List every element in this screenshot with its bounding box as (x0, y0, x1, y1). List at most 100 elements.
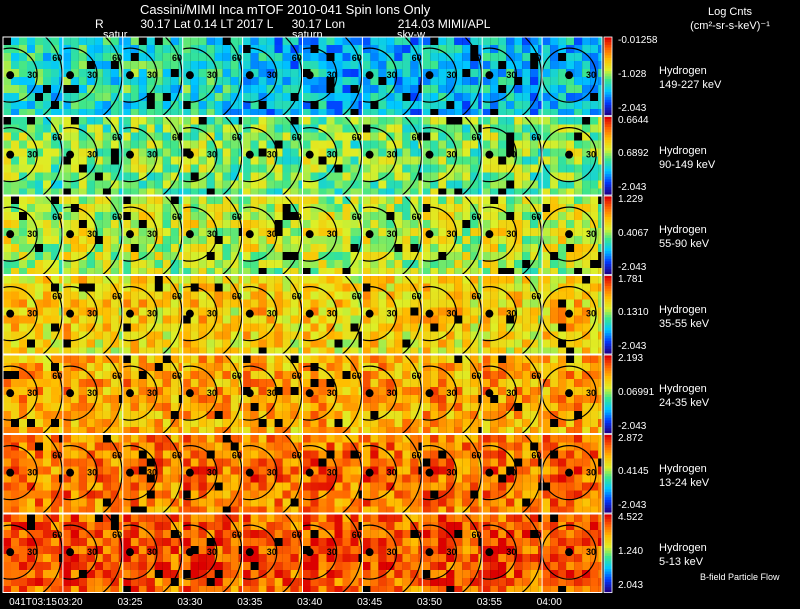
colorbar-3 (603, 195, 613, 276)
contour-30 (122, 524, 158, 580)
contour-label-60: 60 (471, 133, 481, 143)
contour-30 (302, 445, 338, 501)
saturn-marker (66, 150, 75, 159)
contour-label-60: 60 (471, 371, 481, 381)
contour-label-30: 30 (506, 547, 516, 557)
contour-60 (281, 355, 303, 434)
tile-p6-t3: 30 60 (122, 434, 183, 513)
colorbar-min: -2.043 (618, 500, 647, 511)
contour-30 (422, 47, 458, 103)
tile-p4-t4: 30 60 (182, 275, 243, 354)
contour-30 (182, 445, 218, 501)
contour-label-30: 30 (327, 388, 337, 398)
colorbar-min: -2.043 (618, 261, 647, 273)
contour-label-30: 30 (586, 309, 596, 319)
contour-30 (482, 47, 517, 103)
saturn-marker (66, 389, 75, 398)
contour-60 (221, 37, 243, 116)
x-tick-label: 03:50 (416, 597, 442, 608)
saturn-marker (485, 389, 494, 398)
tile-p4-t7: 30 60 (362, 275, 423, 354)
contour-30 (482, 127, 517, 183)
contour-60 (521, 196, 542, 275)
contour-label-30: 30 (207, 70, 217, 80)
contour-label-60: 60 (611, 530, 621, 540)
contour-label-60: 60 (292, 212, 302, 222)
saturn-marker (125, 71, 134, 80)
contour-30 (62, 286, 98, 342)
panel-7: 30 60 30 60 30 60 30 60 30 60 30 60 30 60 30 60 30 60 30 60 (2, 513, 621, 593)
contour-60 (161, 275, 183, 354)
contour-30 (302, 206, 338, 262)
contour-60 (42, 275, 63, 354)
contour-label-30: 30 (87, 309, 97, 319)
contour-60 (42, 116, 63, 195)
tile-p6-t6: 30 60 (302, 434, 363, 513)
saturn-marker (305, 389, 314, 398)
colorbar-mid: 0.4145 (618, 466, 649, 478)
contour-label-30: 30 (327, 309, 337, 319)
colorbar-max: -0.01258 (618, 35, 658, 46)
contour-label-30: 30 (207, 468, 217, 478)
contour-label-60: 60 (412, 212, 422, 222)
saturn-marker (565, 230, 574, 239)
contour-label-60: 60 (292, 133, 302, 143)
panel-energy: 5-13 keV (659, 556, 704, 568)
saturn-marker (185, 71, 194, 80)
contour-label-60: 60 (471, 212, 481, 222)
saturn-marker (485, 230, 494, 239)
colorbar-mid: 0.6892 (618, 148, 649, 160)
saturn-marker (425, 230, 434, 239)
x-tick-label: 041T03:15 (9, 597, 57, 608)
saturn-marker (245, 548, 254, 557)
tile-p3-t8: 30 60 (422, 196, 483, 275)
contour-60 (221, 355, 243, 434)
contour-30 (482, 206, 517, 262)
contour-label-60: 60 (52, 53, 62, 63)
saturn-marker (245, 230, 254, 239)
contour-30 (3, 286, 38, 342)
contour-60 (42, 37, 63, 116)
contour-label-30: 30 (506, 468, 516, 478)
saturn-marker (365, 468, 374, 477)
saturn-marker (365, 389, 374, 398)
contour-label-60: 60 (292, 530, 302, 540)
saturn-marker (6, 230, 15, 239)
contour-label-30: 30 (327, 547, 337, 557)
saturn-marker (305, 71, 314, 80)
contour-label-30: 30 (506, 150, 516, 160)
contour-60 (101, 355, 123, 434)
saturn-marker (565, 150, 574, 159)
x-tick-label: 03:20 (57, 597, 83, 608)
contour-30 (182, 206, 218, 262)
panel-energy: 24-35 keV (659, 397, 710, 409)
tile-p6-t1: 30 60 (3, 434, 63, 513)
contour-60 (101, 514, 123, 593)
contour-label-60: 60 (412, 133, 422, 143)
tile-p3-t6: 30 60 (302, 196, 363, 275)
contour-label-30: 30 (387, 547, 397, 557)
contour-30 (482, 445, 517, 501)
contour-label-30: 30 (387, 150, 397, 160)
contour-30 (62, 365, 98, 421)
contour-60 (281, 196, 303, 275)
colorbar-mid: 0.4067 (618, 227, 649, 239)
contour-30 (422, 127, 458, 183)
saturn-marker (125, 150, 134, 159)
colorbar-7 (603, 513, 613, 594)
contour-label-60: 60 (292, 292, 302, 302)
tile-p6-t4: 30 60 (182, 434, 243, 513)
panel-energy: 55-90 keV (659, 238, 710, 250)
contour-30 (362, 127, 398, 183)
contour-label-30: 30 (87, 70, 97, 80)
contour-label-60: 60 (172, 53, 182, 63)
contour-60 (401, 116, 423, 195)
tile-p3-t9: 30 60 (482, 196, 543, 275)
contour-label-30: 30 (506, 70, 516, 80)
saturn-marker (565, 548, 574, 557)
tile-p3-t1: 30 60 (3, 196, 63, 275)
colorbar-mid: 0.1310 (618, 307, 649, 319)
contour-60 (461, 514, 483, 593)
tile-p7-t6: 30 60 (302, 514, 363, 593)
contour-60 (401, 37, 423, 116)
